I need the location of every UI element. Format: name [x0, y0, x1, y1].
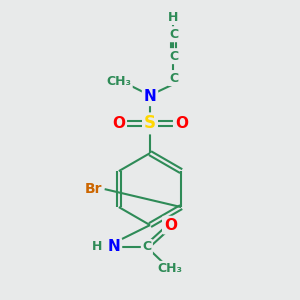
Text: C: C [142, 241, 152, 254]
Text: O: O [112, 116, 125, 131]
Text: CH₃: CH₃ [158, 262, 183, 275]
Text: Br: Br [85, 182, 102, 196]
Text: H: H [92, 241, 102, 254]
Text: S: S [144, 114, 156, 132]
Text: C: C [169, 50, 178, 63]
Text: C: C [169, 28, 178, 41]
Text: N: N [108, 239, 120, 254]
Text: C: C [169, 71, 178, 85]
Text: CH₃: CH₃ [106, 75, 131, 88]
Text: N: N [144, 89, 156, 104]
Text: O: O [164, 218, 177, 232]
Text: O: O [175, 116, 188, 131]
Text: H: H [168, 11, 179, 23]
